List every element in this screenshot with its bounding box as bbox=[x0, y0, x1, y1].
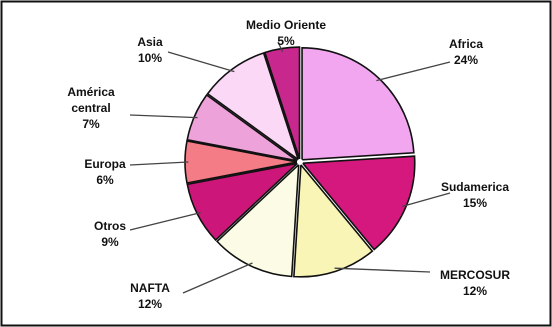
slice-category-label: central bbox=[71, 101, 110, 115]
slice-category-label: Asia bbox=[137, 35, 163, 49]
slice-value-label: 6% bbox=[96, 173, 114, 187]
leader-line bbox=[167, 51, 235, 73]
leader-line bbox=[402, 192, 451, 207]
pie-slice-medio-oriente bbox=[263, 46, 301, 160]
slice-value-label: 7% bbox=[82, 117, 100, 131]
pie-slice-asia bbox=[206, 52, 300, 162]
slice-category-label: Sudamerica bbox=[441, 180, 509, 194]
pie-center bbox=[297, 159, 303, 165]
slice-category-label: NAFTA bbox=[130, 281, 170, 295]
leader-line bbox=[277, 41, 284, 53]
leader-line bbox=[182, 262, 253, 294]
slice-value-label: 10% bbox=[138, 51, 162, 65]
leader-line bbox=[129, 161, 189, 166]
pie-slice-mercosur bbox=[293, 162, 374, 278]
slice-value-label: 12% bbox=[463, 284, 487, 298]
leader-line bbox=[334, 267, 431, 273]
pie-slice-africa bbox=[301, 47, 415, 161]
leader-line bbox=[129, 212, 201, 231]
slice-category-label: Otros bbox=[94, 219, 126, 233]
slice-value-label: 12% bbox=[138, 297, 162, 311]
slice-category-label: Medio Oriente bbox=[246, 18, 326, 32]
slice-category-label: Africa bbox=[449, 37, 483, 51]
pie-slice-nafta bbox=[215, 162, 300, 278]
slice-value-label: 5% bbox=[277, 34, 295, 48]
leader-line bbox=[129, 114, 198, 119]
slice-category-label: MERCOSUR bbox=[440, 268, 510, 282]
pie-slice-otros bbox=[186, 162, 300, 242]
slice-category-label: América bbox=[67, 85, 115, 99]
slice-value-label: 15% bbox=[463, 196, 487, 210]
pie-slice-sudamerica bbox=[301, 155, 416, 251]
leader-line bbox=[376, 61, 451, 82]
slice-category-label: Europa bbox=[84, 157, 126, 171]
slice-value-label: 9% bbox=[101, 235, 119, 249]
pie-slice-am-rica-central bbox=[186, 93, 298, 162]
slice-value-label: 24% bbox=[454, 53, 478, 67]
